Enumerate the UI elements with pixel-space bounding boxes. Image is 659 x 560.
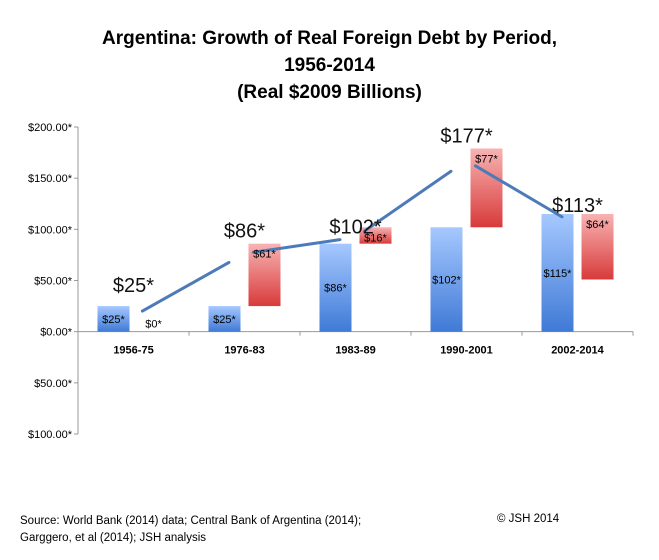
total-debt-line-segment [251,238,342,254]
change-bar-label: $0* [145,319,162,331]
change-bar [470,148,503,228]
stock-bar [430,227,463,332]
total-debt-label: $86* [224,221,265,243]
total-debt-line-segment [140,260,231,313]
total-debt-line-segment [362,169,453,233]
y-tick-label: $200.00* [28,122,73,134]
change-bar [248,243,281,307]
x-tick-label: 1956-75 [113,345,153,357]
stock-bar-label: $25* [213,314,236,326]
x-tick-label: 1976-83 [224,345,264,357]
stock-bar-label: $25* [102,314,125,326]
total-debt-label: $102* [329,216,381,238]
y-tick-label: $150.00* [28,173,73,185]
change-bar-label: $77* [475,153,498,165]
change-bar [359,227,392,244]
stock-bar [541,213,574,332]
change-bar [581,213,614,280]
y-tick-label: $50.00* [34,378,73,390]
chart-title-line-3: (Real $2009 Billions) [237,82,422,103]
x-tick-label: 1983-89 [335,345,375,357]
y-tick-label: $50.00* [34,276,73,288]
source-line-1: Source: World Bank (2014) data; Central … [20,515,362,527]
change-bar-label: $64* [586,219,609,231]
stock-bar-label: $102* [432,274,461,286]
source-line-2: Garggero, et al (2014); JSH analysis [20,532,207,544]
y-tick-label: $100.00* [28,429,73,441]
x-tick-label: 1990-2001 [440,345,493,357]
total-debt-line-segment [473,164,564,219]
y-tick-label: $100.00* [28,224,73,236]
total-debt-label: $25* [113,275,154,297]
chart-title-line-2: 1956-2014 [284,55,375,76]
copyright-note: © JSH 2014 [497,513,560,525]
y-tick-label: $0.00* [40,327,73,339]
x-tick-label: 2002-2014 [551,345,604,357]
stock-bar [319,243,352,332]
source-note: Source: World Bank (2014) data; Central … [20,513,361,547]
stock-bar-label: $115* [544,268,573,280]
total-debt-label: $177* [440,126,492,148]
stock-bar-label: $86* [324,283,347,295]
stock-bar [208,306,241,332]
total-debt-label: $113* [552,195,603,217]
chart-plot: $200.00* $150.00* $100.00* $50.00* $0.00* $50… [28,122,634,441]
change-bar-label: $61* [253,249,276,261]
change-bar-label: $16* [364,232,387,244]
stock-bar [97,306,130,332]
chart-title-line-1: Argentina: Growth of Real Foreign Debt b… [102,28,557,49]
